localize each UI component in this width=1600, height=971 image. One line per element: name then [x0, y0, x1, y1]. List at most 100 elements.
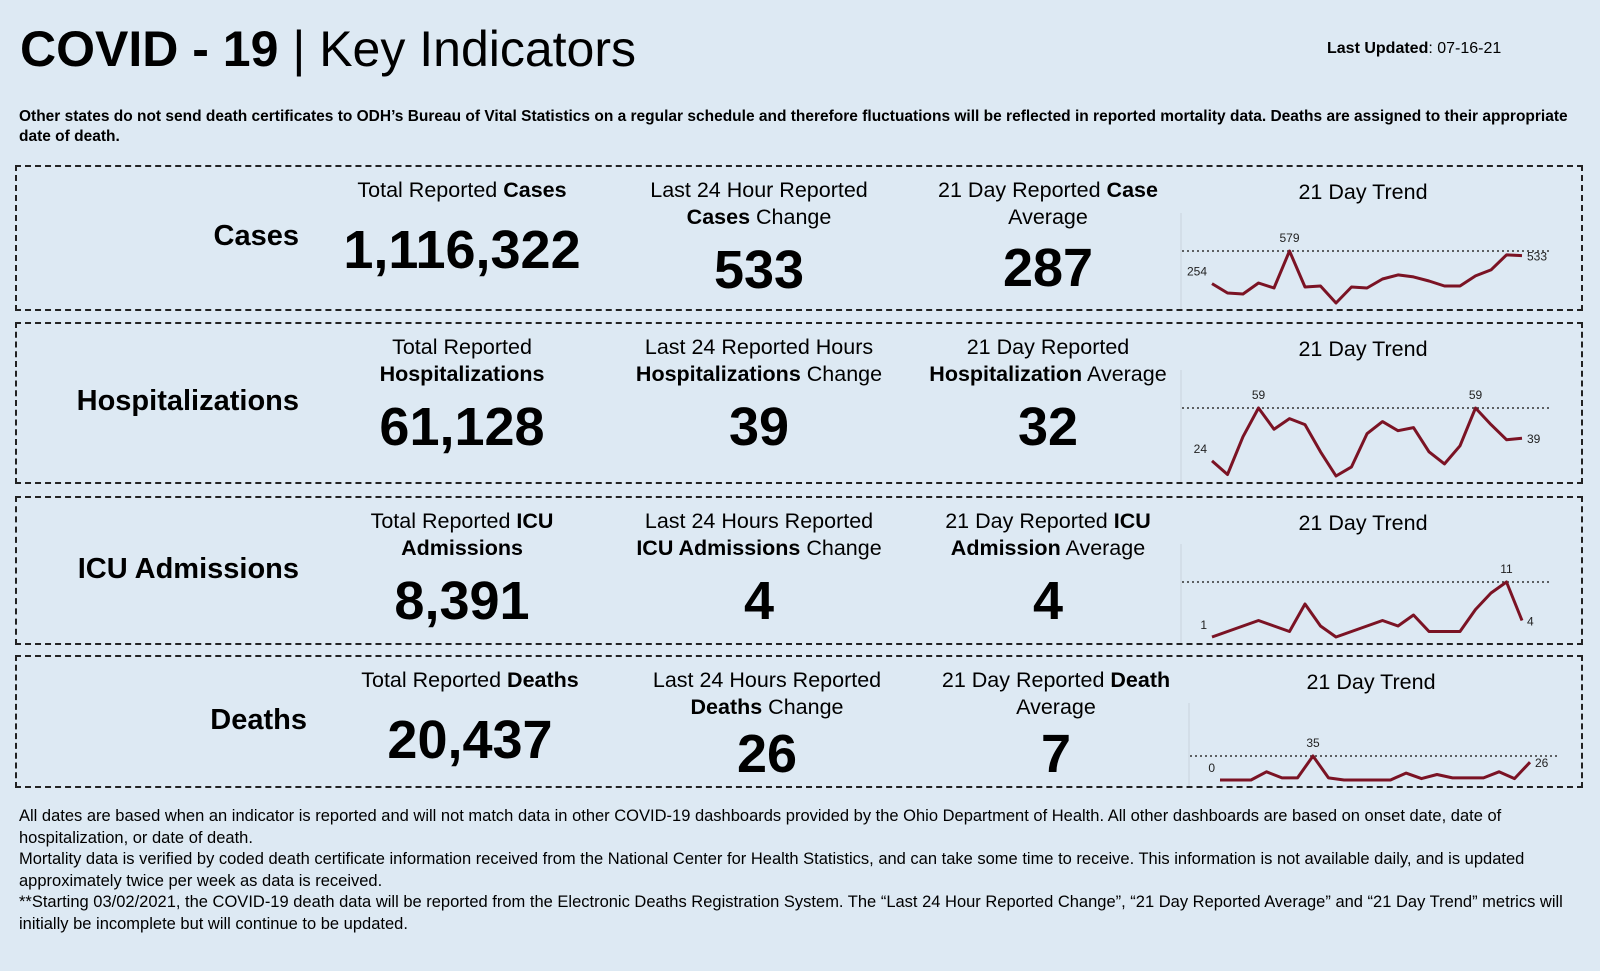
kpi-title-part: Case: [1106, 178, 1158, 202]
kpi-title-part: Cases: [503, 178, 567, 202]
trend-data-label: 579: [1279, 231, 1299, 245]
sparkline: 24 59 59 39: [1180, 370, 1550, 482]
kpi-title-part: Last 24 Hours Reported: [644, 509, 874, 533]
last-updated: Last Updated: 07-16-21: [1327, 40, 1501, 58]
kpi-title-line: Last 24 Hours Reported: [622, 667, 912, 694]
kpi-title-part: 21 Day Reported: [941, 668, 1111, 692]
trend-line: [1211, 406, 1523, 478]
kpi-title: Total Reported Cases: [317, 177, 607, 204]
kpi-title-part: ICU: [516, 509, 554, 533]
kpi-value: 26: [736, 724, 798, 784]
kpi-value: 8,391: [394, 571, 530, 631]
kpi-title-part: Average: [1082, 362, 1167, 386]
kpi-value: 7: [1040, 724, 1072, 784]
kpi-title-line: Total Reported Cases: [317, 177, 607, 204]
footer-paragraph: All dates are based when an indicator is…: [19, 807, 1502, 847]
kpi-title-part: Change: [762, 695, 844, 719]
kpi-title-line: Hospitalizations Change: [614, 361, 904, 388]
updated-value: : 07-16-21: [1428, 40, 1502, 57]
kpi-title-part: Total Reported: [357, 178, 504, 202]
sparkline: 254 579 533: [1180, 213, 1550, 309]
kpi-title-part: Deaths: [690, 695, 763, 719]
row-label: Cases: [213, 220, 299, 252]
kpi-title-line: Last 24 Hour Reported: [614, 177, 904, 204]
kpi-title-part: Hospitalizations: [635, 362, 801, 386]
kpi-title-line: Admission Average: [903, 535, 1193, 562]
trend-line: [1220, 754, 1532, 782]
row-label: Deaths: [210, 703, 307, 736]
kpi-title: Last 24 Hours Reported ICU Admissions Cha…: [614, 508, 904, 562]
kpi-title: Last 24 Hours Reported Deaths Change: [622, 667, 912, 721]
footer-paragraph: **Starting 03/02/2021, the COVID-19 deat…: [19, 893, 1563, 933]
kpi-title-part: 21 Day Reported: [938, 178, 1107, 202]
kpi-title: 21 Day Reported Hospitalization Average: [903, 334, 1193, 388]
kpi-value: 4: [743, 571, 775, 631]
trend-data-label: 24: [1194, 442, 1208, 456]
title-rest: | Key Indicators: [292, 21, 637, 77]
kpi-title-part: Death: [1110, 668, 1171, 692]
kpi-title-part: 21 Day Reported: [945, 509, 1114, 533]
kpi-title-part: Change: [800, 536, 882, 560]
kpi-title-line: Last 24 Hours Reported: [614, 508, 904, 535]
trend-title: 21 Day Trend: [1298, 337, 1428, 361]
kpi-title-part: Last 24 Hour Reported: [650, 178, 868, 202]
trend-title: 21 Day Trend: [1298, 511, 1428, 535]
kpi-title: Total Reported ICU Admissions: [317, 508, 607, 562]
kpi-title: Last 24 Reported Hours Hospitalizations C…: [614, 334, 904, 388]
note: Other states do not send death certifica…: [19, 108, 1568, 145]
kpi-title: 21 Day Reported Case Average: [903, 177, 1193, 231]
trend-data-label: 4: [1527, 615, 1534, 629]
trend-data-label: 11: [1500, 562, 1513, 576]
indicator-row: Hospitalizations Total Reported Hospitaliz…: [15, 322, 1583, 484]
trend-data-label: 35: [1306, 736, 1320, 750]
kpi-title-part: Average: [1008, 205, 1088, 229]
kpi-title: Total Reported Hospitalizations: [317, 334, 607, 388]
kpi-title-part: Total Reported: [370, 509, 517, 533]
kpi-title-line: Average: [903, 204, 1193, 231]
kpi-title-part: Hospitalizations: [379, 362, 545, 386]
kpi-title-line: Total Reported Deaths: [325, 667, 615, 694]
trend-data-label: 533: [1527, 250, 1547, 264]
kpi-title-part: ICU Admissions: [636, 536, 801, 560]
sparkline: 0 35 26: [1188, 703, 1558, 786]
kpi-title-part: Change: [750, 205, 832, 229]
kpi-title-part: Last 24 Reported Hours: [644, 335, 874, 359]
footer: All dates are based when an indicator is…: [19, 806, 1589, 935]
indicator-row: Deaths Total Reported Deaths 20,437 Last 24…: [15, 655, 1583, 788]
title-bold: COVID - 19: [20, 21, 279, 77]
kpi-title-part: Cases: [686, 205, 751, 229]
trend-data-label: 26: [1535, 756, 1549, 770]
kpi-title: Last 24 Hour Reported Cases Change: [614, 177, 904, 231]
kpi-value: 1,116,322: [343, 220, 581, 280]
trend-title: 21 Day Trend: [1306, 670, 1436, 694]
trend-data-label: 39: [1527, 432, 1541, 446]
kpi-title-part: Hospitalization: [929, 362, 1083, 386]
kpi-title-line: Admissions: [317, 535, 607, 562]
title: COVID - 19 | Key Indicators: [20, 20, 636, 78]
trend-line: [1211, 580, 1524, 639]
kpi-title-line: Last 24 Reported Hours: [614, 334, 904, 361]
kpi-value: 20,437: [387, 710, 553, 770]
indicator-row: Cases Total Reported Cases 1,116,322 Last 2…: [15, 165, 1583, 311]
footer-paragraph: Mortality data is verified by coded deat…: [19, 850, 1525, 890]
trend-line: [1211, 249, 1523, 305]
row-label: Hospitalizations: [76, 385, 299, 417]
kpi-title-line: Hospitalizations: [317, 361, 607, 388]
kpi-title-line: Total Reported ICU: [317, 508, 607, 535]
kpi-title-part: Total Reported: [361, 668, 508, 692]
kpi-title-part: 21 Day Reported: [966, 335, 1130, 359]
trend-data-label: 59: [1469, 388, 1483, 402]
kpi-title: 21 Day Reported Death Average: [911, 667, 1201, 721]
kpi-title-line: Average: [911, 694, 1201, 721]
kpi-title-line: Cases Change: [614, 204, 904, 231]
kpi-title-line: ICU Admissions Change: [614, 535, 904, 562]
kpi-title-part: Average: [1060, 536, 1146, 560]
kpi-title-part: Last 24 Hours Reported: [652, 668, 882, 692]
kpi-value: 533: [713, 240, 805, 300]
kpi-value: 39: [728, 397, 790, 457]
kpi-title-line: 21 Day Reported Case: [903, 177, 1193, 204]
kpi-title-part: Deaths: [507, 668, 579, 692]
trend-data-label: 0: [1208, 761, 1215, 775]
